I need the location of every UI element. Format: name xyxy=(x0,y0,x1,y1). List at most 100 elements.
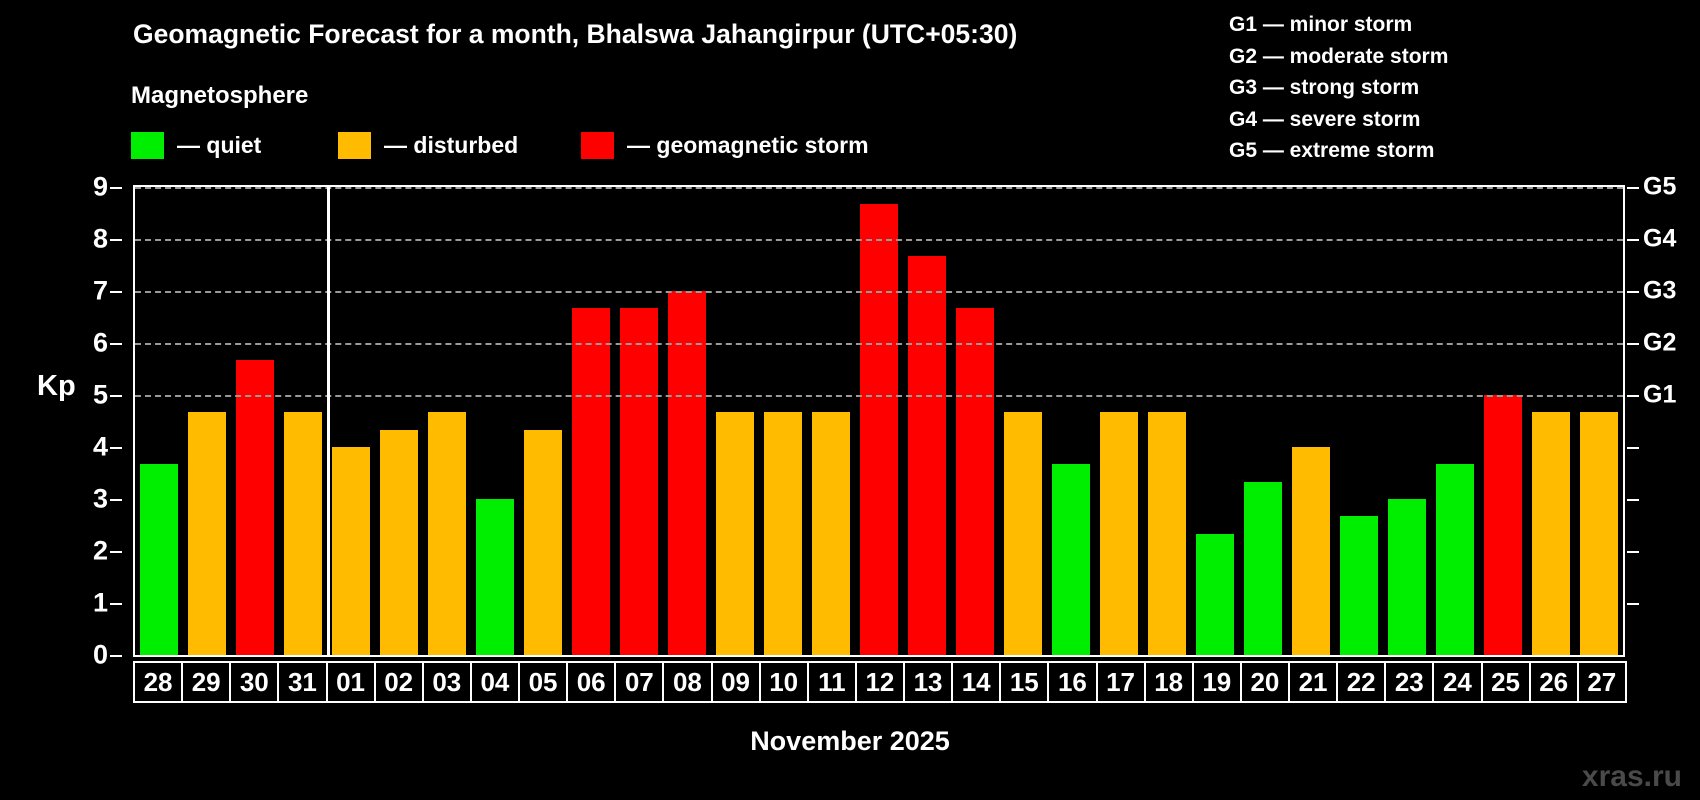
day-label-13[interactable]: 13 xyxy=(903,661,954,703)
bar-day-19[interactable] xyxy=(1194,533,1236,655)
bar-cell-day-27[interactable] xyxy=(1575,187,1623,655)
bar-day-06[interactable] xyxy=(570,308,612,655)
day-label-01[interactable]: 01 xyxy=(325,661,376,703)
day-label-21[interactable]: 21 xyxy=(1288,661,1339,703)
day-label-25[interactable]: 25 xyxy=(1480,661,1531,703)
bar-cell-day-04[interactable] xyxy=(471,187,519,655)
bar-cell-day-23[interactable] xyxy=(1383,187,1431,655)
bar-cell-day-01[interactable] xyxy=(327,187,375,655)
bar-cell-day-09[interactable] xyxy=(711,187,759,655)
bar-cell-day-11[interactable] xyxy=(807,187,855,655)
day-label-14[interactable]: 14 xyxy=(951,661,1002,703)
bar-cell-day-21[interactable] xyxy=(1287,187,1335,655)
day-label-28[interactable]: 28 xyxy=(133,661,184,703)
day-label-03[interactable]: 03 xyxy=(421,661,472,703)
day-label-06[interactable]: 06 xyxy=(566,661,617,703)
bar-day-08[interactable] xyxy=(666,291,708,655)
day-label-26[interactable]: 26 xyxy=(1528,661,1579,703)
bar-cell-day-25[interactable] xyxy=(1479,187,1527,655)
bar-cell-day-13[interactable] xyxy=(903,187,951,655)
day-label-17[interactable]: 17 xyxy=(1095,661,1146,703)
bar-cell-day-30[interactable] xyxy=(231,187,279,655)
bar-day-05[interactable] xyxy=(522,429,564,655)
bar-cell-day-02[interactable] xyxy=(375,187,423,655)
bar-day-21[interactable] xyxy=(1290,447,1332,655)
y-tick-label-5: 5 xyxy=(92,379,108,410)
bar-cell-day-19[interactable] xyxy=(1191,187,1239,655)
day-label-30[interactable]: 30 xyxy=(229,661,280,703)
day-label-09[interactable]: 09 xyxy=(710,661,761,703)
bar-day-16[interactable] xyxy=(1050,464,1092,655)
bar-day-11[interactable] xyxy=(810,412,852,655)
day-label-29[interactable]: 29 xyxy=(181,661,232,703)
day-label-24[interactable]: 24 xyxy=(1432,661,1483,703)
day-label-20[interactable]: 20 xyxy=(1239,661,1290,703)
day-label-11[interactable]: 11 xyxy=(806,661,857,703)
bar-day-18[interactable] xyxy=(1146,412,1188,655)
bar-day-01[interactable] xyxy=(330,447,372,655)
day-label-12[interactable]: 12 xyxy=(854,661,905,703)
day-label-10[interactable]: 10 xyxy=(758,661,809,703)
bar-cell-day-18[interactable] xyxy=(1143,187,1191,655)
day-label-31[interactable]: 31 xyxy=(277,661,328,703)
bar-day-03[interactable] xyxy=(426,412,468,655)
bar-day-24[interactable] xyxy=(1434,464,1476,655)
bar-day-12[interactable] xyxy=(858,204,900,655)
bar-cell-day-15[interactable] xyxy=(999,187,1047,655)
bar-cell-day-07[interactable] xyxy=(615,187,663,655)
bar-cell-day-08[interactable] xyxy=(663,187,711,655)
gridline-kp-5 xyxy=(135,395,1623,397)
bar-day-13[interactable] xyxy=(906,256,948,655)
bar-cell-day-12[interactable] xyxy=(855,187,903,655)
bar-cell-day-26[interactable] xyxy=(1527,187,1575,655)
bar-cell-day-22[interactable] xyxy=(1335,187,1383,655)
bar-day-07[interactable] xyxy=(618,308,660,655)
bar-day-31[interactable] xyxy=(282,412,324,655)
day-label-05[interactable]: 05 xyxy=(518,661,569,703)
bar-day-10[interactable] xyxy=(762,412,804,655)
bar-cell-day-10[interactable] xyxy=(759,187,807,655)
y-axis: 0 1 2 3 4 5 6 7 8 9 xyxy=(60,172,122,670)
bar-cell-day-24[interactable] xyxy=(1431,187,1479,655)
bar-cell-day-28[interactable] xyxy=(135,187,183,655)
bar-cell-day-16[interactable] xyxy=(1047,187,1095,655)
bar-day-04[interactable] xyxy=(474,499,516,655)
bar-day-26[interactable] xyxy=(1530,412,1572,655)
bar-day-28[interactable] xyxy=(138,464,180,655)
bar-day-27[interactable] xyxy=(1578,412,1620,655)
bar-cell-day-06[interactable] xyxy=(567,187,615,655)
bar-cell-day-05[interactable] xyxy=(519,187,567,655)
bar-cell-day-20[interactable] xyxy=(1239,187,1287,655)
bar-day-20[interactable] xyxy=(1242,481,1284,655)
bar-cell-day-03[interactable] xyxy=(423,187,471,655)
y-tick-mark-6 xyxy=(110,343,122,345)
bar-day-29[interactable] xyxy=(186,412,228,655)
day-label-23[interactable]: 23 xyxy=(1384,661,1435,703)
x-axis-day-labels: 28 29 30 31 01 02 03 04 05 06 07 08 09 10 11 12 13 14 15 16… xyxy=(133,661,1627,703)
bar-day-22[interactable] xyxy=(1338,516,1380,655)
bar-day-17[interactable] xyxy=(1098,412,1140,655)
day-label-08[interactable]: 08 xyxy=(662,661,713,703)
day-label-04[interactable]: 04 xyxy=(469,661,520,703)
day-label-02[interactable]: 02 xyxy=(373,661,424,703)
day-label-27[interactable]: 27 xyxy=(1576,661,1627,703)
g-minor-tick-1 xyxy=(1627,603,1639,605)
bar-cell-day-29[interactable] xyxy=(183,187,231,655)
day-label-18[interactable]: 18 xyxy=(1143,661,1194,703)
day-label-07[interactable]: 07 xyxy=(614,661,665,703)
bar-day-25[interactable] xyxy=(1482,395,1524,655)
g-scale-legend: G1 — minor storm G2 — moderate storm G3 … xyxy=(1229,9,1448,167)
bar-cell-day-14[interactable] xyxy=(951,187,999,655)
bar-day-30[interactable] xyxy=(234,360,276,655)
day-label-15[interactable]: 15 xyxy=(999,661,1050,703)
bar-cell-day-17[interactable] xyxy=(1095,187,1143,655)
bar-day-15[interactable] xyxy=(1002,412,1044,655)
day-label-22[interactable]: 22 xyxy=(1336,661,1387,703)
day-label-19[interactable]: 19 xyxy=(1191,661,1242,703)
bar-day-14[interactable] xyxy=(954,308,996,655)
bar-day-02[interactable] xyxy=(378,429,420,655)
bar-cell-day-31[interactable] xyxy=(279,187,327,655)
bar-day-23[interactable] xyxy=(1386,499,1428,655)
bar-day-09[interactable] xyxy=(714,412,756,655)
day-label-16[interactable]: 16 xyxy=(1047,661,1098,703)
